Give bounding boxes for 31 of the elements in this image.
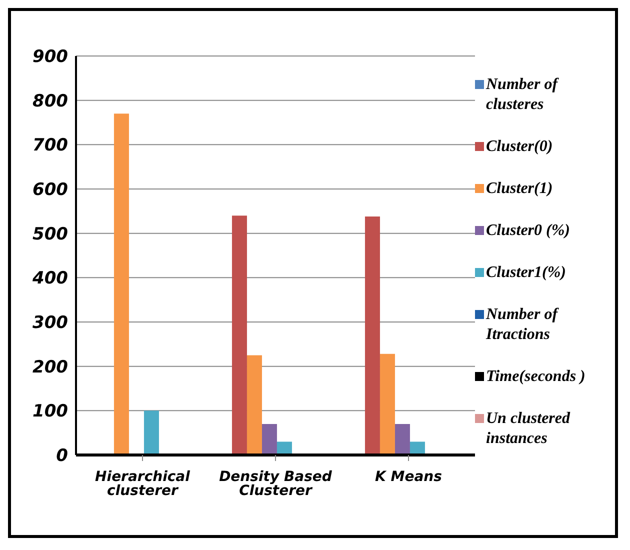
- legend-label: Cluster0 (%): [486, 221, 570, 241]
- y-tick-label: 200: [32, 357, 68, 378]
- legend-label: Cluster1(%): [486, 263, 566, 283]
- y-tick-label: 400: [32, 268, 68, 289]
- y-tick-label: 900: [32, 47, 68, 68]
- bar: [410, 442, 425, 455]
- bar: [276, 442, 292, 455]
- x-tick-label: Hierarchical clusterer: [95, 468, 190, 499]
- y-tick-label: 500: [32, 224, 68, 244]
- x-tick-label: K Means: [375, 468, 442, 485]
- bar: [262, 424, 277, 455]
- bar: [246, 355, 262, 455]
- y-tick-label: 0: [56, 446, 68, 466]
- legend-label: Number of clusteres: [486, 75, 560, 115]
- x-tick-label: Density Based Clusterer: [219, 468, 333, 499]
- y-tick-label: 300: [32, 313, 68, 334]
- legend-label: Number of Itractions: [486, 305, 560, 345]
- bar: [232, 216, 247, 455]
- bar: [380, 354, 395, 455]
- y-tick-label: 600: [32, 180, 68, 200]
- y-tick-label: 100: [32, 402, 68, 422]
- bar: [144, 410, 159, 455]
- bar: [364, 216, 380, 455]
- bar: [114, 114, 129, 455]
- legend-label: Cluster(1): [486, 179, 553, 199]
- bar: [394, 424, 410, 455]
- y-tick-label: 800: [32, 91, 68, 112]
- legend-label: Time(seconds ): [486, 367, 586, 387]
- legend-label: Cluster(0): [486, 137, 553, 157]
- legend-label: Un clustered instances: [486, 409, 572, 449]
- y-tick-label: 700: [32, 136, 68, 156]
